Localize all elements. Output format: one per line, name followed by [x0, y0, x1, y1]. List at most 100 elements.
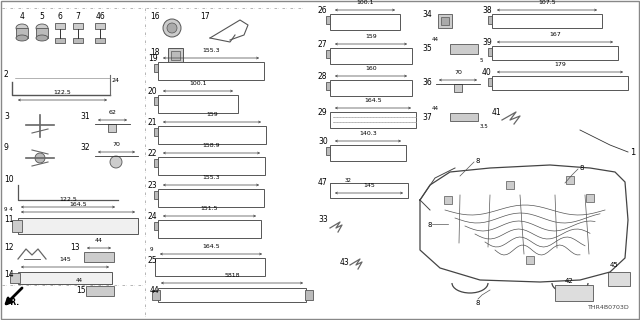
Bar	[73, 23, 83, 29]
Text: 12: 12	[4, 243, 13, 252]
Circle shape	[35, 153, 45, 163]
Bar	[10, 273, 20, 283]
Text: 6: 6	[58, 12, 63, 21]
Text: 15: 15	[76, 286, 86, 295]
Text: 2: 2	[4, 70, 9, 79]
Text: 70: 70	[113, 142, 120, 147]
Text: 21: 21	[148, 118, 157, 127]
Text: 16: 16	[150, 12, 159, 21]
Bar	[438, 14, 452, 28]
Text: 164.5: 164.5	[202, 244, 220, 249]
Text: 7: 7	[76, 12, 81, 21]
Bar	[154, 191, 160, 199]
Bar	[330, 183, 336, 191]
Text: 122.5: 122.5	[59, 197, 77, 202]
Text: 140.3: 140.3	[359, 131, 377, 136]
Bar	[608, 272, 630, 286]
Text: 100.1: 100.1	[356, 0, 374, 5]
Bar	[158, 288, 306, 302]
Bar	[566, 176, 574, 184]
Text: 14: 14	[4, 270, 13, 279]
Bar	[488, 48, 494, 56]
Bar	[330, 14, 400, 30]
Text: 3: 3	[4, 112, 9, 121]
Text: 164.5: 164.5	[364, 98, 382, 103]
Text: 30: 30	[318, 137, 328, 146]
Bar	[488, 16, 494, 24]
Bar	[506, 181, 514, 189]
Bar	[108, 124, 116, 132]
Bar	[154, 64, 160, 72]
Bar	[36, 28, 48, 38]
Text: 39: 39	[482, 38, 492, 47]
Text: 32: 32	[80, 143, 90, 152]
Text: 164.5: 164.5	[69, 202, 87, 207]
Text: 151.5: 151.5	[201, 206, 218, 211]
Bar	[16, 28, 28, 38]
Text: 20: 20	[148, 87, 157, 96]
Text: 34: 34	[422, 10, 432, 19]
Text: 35: 35	[422, 44, 432, 53]
Bar	[86, 286, 114, 296]
Bar	[488, 78, 494, 86]
Text: 8: 8	[476, 300, 481, 306]
Bar	[154, 97, 160, 105]
Text: 10: 10	[4, 175, 13, 184]
Text: 33: 33	[318, 215, 328, 224]
Text: 70: 70	[454, 70, 462, 75]
Text: FR.: FR.	[5, 298, 19, 307]
Text: 5818: 5818	[224, 273, 240, 278]
Text: 100.1: 100.1	[189, 81, 207, 86]
Text: 44: 44	[150, 286, 160, 295]
Text: 9 4: 9 4	[4, 207, 13, 212]
Text: 159: 159	[365, 34, 377, 39]
Ellipse shape	[36, 24, 48, 32]
Bar	[326, 50, 332, 58]
Bar	[18, 218, 138, 234]
Bar	[95, 38, 105, 43]
Text: 38: 38	[482, 6, 492, 15]
Bar	[555, 285, 593, 301]
Text: 155.3: 155.3	[202, 48, 220, 53]
Bar	[55, 38, 65, 43]
Bar	[492, 46, 618, 60]
Text: 9: 9	[4, 143, 9, 152]
Text: 31: 31	[80, 112, 90, 121]
Bar	[450, 44, 478, 54]
Text: 42: 42	[565, 278, 573, 284]
Text: 43: 43	[340, 258, 349, 267]
Bar	[330, 112, 416, 128]
Text: 22: 22	[148, 149, 157, 158]
Text: 23: 23	[148, 181, 157, 190]
Bar	[526, 256, 534, 264]
Bar	[441, 17, 449, 25]
Text: 17: 17	[200, 12, 210, 21]
Text: 155.3: 155.3	[202, 175, 220, 180]
Bar	[158, 157, 265, 175]
Text: 167: 167	[549, 32, 561, 37]
Bar	[171, 51, 180, 60]
Bar	[444, 196, 452, 204]
Bar	[326, 16, 332, 24]
Text: 158.9: 158.9	[203, 143, 220, 148]
Text: 24: 24	[112, 78, 120, 83]
Bar	[330, 183, 408, 198]
Bar	[326, 82, 332, 90]
Bar	[95, 23, 105, 29]
Text: 13: 13	[70, 243, 79, 252]
Text: 107.5: 107.5	[538, 0, 556, 5]
Text: 62: 62	[109, 110, 116, 115]
Text: 8: 8	[428, 222, 433, 228]
Bar	[326, 147, 332, 155]
Bar	[154, 128, 160, 136]
Text: 5: 5	[40, 12, 44, 21]
Text: 18: 18	[150, 48, 159, 57]
Text: 44: 44	[76, 278, 83, 283]
Bar	[158, 126, 266, 144]
Text: 27: 27	[318, 40, 328, 49]
Text: 29: 29	[318, 108, 328, 117]
Bar	[492, 14, 602, 28]
Text: 4: 4	[20, 12, 24, 21]
Text: 36: 36	[422, 78, 432, 87]
Bar	[586, 194, 594, 202]
